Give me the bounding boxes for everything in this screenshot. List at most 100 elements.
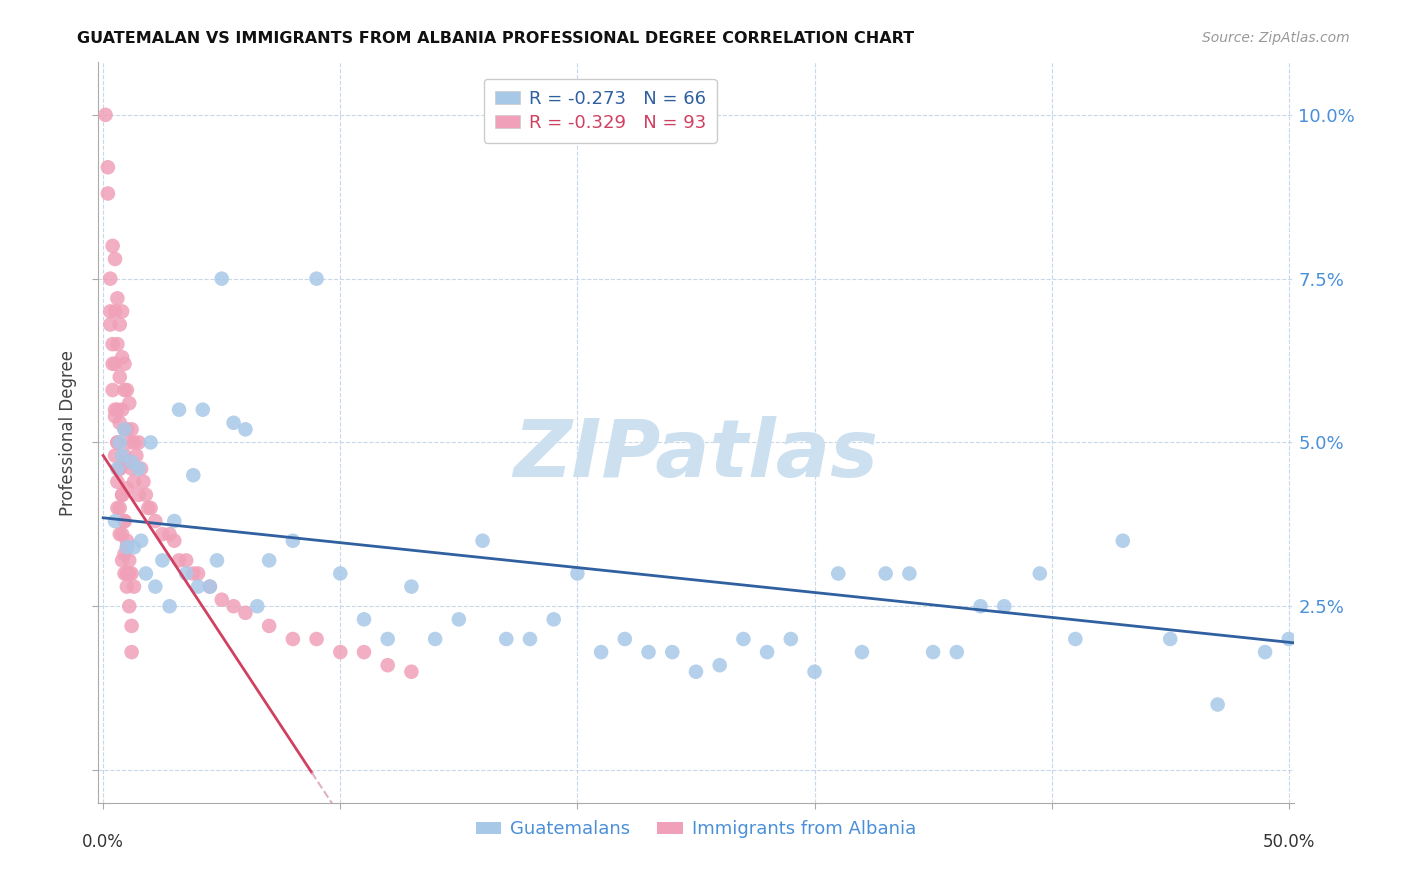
- Point: [1112, 533, 1135, 548]
- Point: [305, 271, 328, 285]
- Point: [105, 291, 128, 305]
- Point: [305, 632, 328, 646]
- Point: [174, 553, 197, 567]
- Point: [115, 481, 138, 495]
- Point: [733, 632, 755, 646]
- Point: [104, 252, 127, 266]
- Point: [191, 402, 214, 417]
- Point: [222, 599, 245, 614]
- Point: [108, 461, 131, 475]
- Point: [281, 632, 304, 646]
- Point: [167, 402, 190, 417]
- Text: Source: ZipAtlas.com: Source: ZipAtlas.com: [1202, 31, 1350, 45]
- Point: [1064, 632, 1087, 646]
- Point: [111, 553, 134, 567]
- Point: [114, 422, 136, 436]
- Point: [152, 553, 174, 567]
- Point: [128, 435, 150, 450]
- Point: [993, 599, 1015, 614]
- Point: [187, 580, 209, 594]
- Point: [709, 658, 731, 673]
- Point: [114, 566, 136, 581]
- Point: [495, 632, 517, 646]
- Point: [591, 645, 613, 659]
- Point: [159, 599, 181, 614]
- Point: [101, 239, 124, 253]
- Point: [1254, 645, 1277, 659]
- Point: [104, 357, 127, 371]
- Point: [105, 461, 128, 475]
- Point: [111, 304, 134, 318]
- Point: [111, 449, 134, 463]
- Point: [104, 409, 127, 424]
- Point: [104, 514, 127, 528]
- Point: [139, 500, 162, 515]
- Point: [163, 533, 186, 548]
- Point: [181, 468, 204, 483]
- Point: [114, 357, 136, 371]
- Point: [101, 337, 124, 351]
- Point: [875, 566, 897, 581]
- Point: [114, 383, 136, 397]
- Point: [803, 665, 825, 679]
- Point: [104, 449, 127, 463]
- Point: [111, 402, 134, 417]
- Point: [101, 383, 124, 397]
- Point: [423, 632, 446, 646]
- Point: [152, 527, 174, 541]
- Point: [111, 488, 134, 502]
- Point: [922, 645, 945, 659]
- Point: [139, 435, 162, 450]
- Point: [377, 658, 399, 673]
- Point: [353, 645, 375, 659]
- Point: [97, 161, 120, 175]
- Point: [567, 566, 589, 581]
- Point: [105, 337, 128, 351]
- Text: ZIPatlas: ZIPatlas: [513, 416, 879, 494]
- Point: [159, 527, 181, 541]
- Point: [108, 500, 131, 515]
- Point: [211, 271, 233, 285]
- Point: [115, 455, 138, 469]
- Point: [143, 580, 166, 594]
- Point: [235, 606, 257, 620]
- Point: [401, 580, 423, 594]
- Point: [122, 475, 145, 489]
- Point: [115, 580, 138, 594]
- Point: [198, 580, 221, 594]
- Point: [118, 566, 141, 581]
- Point: [1029, 566, 1052, 581]
- Point: [637, 645, 659, 659]
- Point: [779, 632, 801, 646]
- Point: [1206, 698, 1229, 712]
- Point: [129, 533, 152, 548]
- Point: [163, 514, 186, 528]
- Point: [447, 612, 470, 626]
- Point: [121, 455, 143, 469]
- Point: [135, 566, 157, 581]
- Point: [174, 566, 197, 581]
- Point: [118, 553, 141, 567]
- Point: [108, 370, 131, 384]
- Point: [114, 422, 136, 436]
- Point: [401, 665, 423, 679]
- Point: [198, 580, 221, 594]
- Point: [661, 645, 683, 659]
- Point: [471, 533, 494, 548]
- Point: [257, 619, 280, 633]
- Point: [105, 500, 128, 515]
- Point: [128, 461, 150, 475]
- Point: [97, 186, 120, 201]
- Point: [205, 553, 228, 567]
- Point: [108, 435, 131, 450]
- Point: [132, 475, 155, 489]
- Point: [94, 108, 117, 122]
- Point: [128, 488, 150, 502]
- Point: [122, 541, 145, 555]
- Point: [353, 612, 375, 626]
- Point: [118, 435, 141, 450]
- Point: [136, 500, 159, 515]
- Point: [105, 435, 128, 450]
- Point: [118, 599, 141, 614]
- Point: [281, 533, 304, 548]
